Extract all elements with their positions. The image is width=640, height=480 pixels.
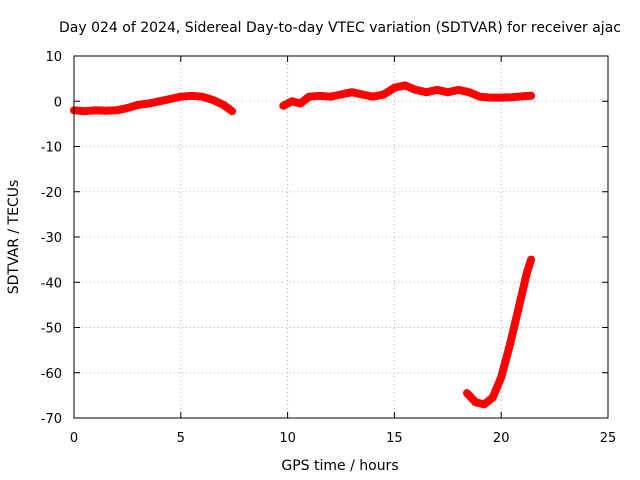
data-point	[487, 94, 494, 102]
data-point	[198, 93, 206, 101]
data-point	[358, 91, 366, 98]
data-point	[209, 96, 217, 104]
data-point	[188, 92, 195, 100]
data-point	[476, 93, 484, 101]
data-point	[279, 102, 287, 110]
x-tick-label: 25	[600, 431, 617, 446]
x-tick-label: 15	[386, 431, 403, 446]
data-point	[220, 101, 227, 109]
y-tick-label: 0	[54, 95, 62, 110]
data-point	[401, 81, 409, 89]
data-point	[91, 106, 99, 114]
data-point	[102, 107, 110, 115]
data-point	[296, 100, 304, 107]
grid-lines	[73, 55, 609, 419]
x-axis-label: GPS time / hours	[281, 458, 398, 474]
data-point	[506, 342, 514, 350]
data-point	[433, 86, 441, 94]
data-point	[166, 95, 174, 103]
chart-title: Day 024 of 2024, Sidereal Day-to-day VTE…	[59, 20, 621, 36]
data-point	[123, 104, 131, 112]
data-point	[113, 106, 121, 114]
data-point	[145, 100, 153, 107]
y-tick-label: 10	[45, 50, 62, 65]
data-point	[134, 101, 142, 109]
x-tick-label: 20	[493, 431, 510, 446]
data-point	[489, 394, 497, 402]
data-point	[527, 256, 535, 264]
data-point	[177, 93, 185, 101]
y-tick-label: -10	[41, 141, 62, 156]
data-point	[444, 88, 452, 96]
data-point	[369, 93, 377, 101]
y-axis-label: SDTVAR / TECUs	[6, 180, 22, 295]
x-tick-label: 0	[70, 431, 78, 446]
data-point	[326, 93, 334, 101]
data-point	[508, 93, 516, 101]
x-tick-label: 5	[177, 431, 185, 446]
data-point	[348, 88, 356, 96]
data-point	[455, 86, 462, 94]
data-point	[390, 84, 398, 92]
axis-ticks: 0 5 10 15 20 25 10 0 -10 -20 -30 -40 -50 -60 -70	[41, 50, 617, 446]
data-point	[523, 269, 531, 277]
series-line-segment-1	[70, 91, 237, 116]
y-tick-label: -60	[41, 367, 62, 382]
series-line-segment-3	[463, 255, 536, 409]
data-point	[480, 400, 488, 408]
data-point	[527, 92, 535, 100]
data-point	[519, 92, 527, 100]
data-point	[228, 107, 236, 115]
data-point	[337, 91, 345, 98]
data-point	[497, 94, 505, 102]
data-point	[472, 398, 480, 406]
data-point	[465, 88, 473, 96]
x-tick-label: 10	[279, 431, 296, 446]
data-point	[463, 389, 471, 397]
data-point	[514, 305, 522, 313]
data-point	[288, 97, 296, 105]
data-series	[70, 81, 536, 409]
data-point	[412, 86, 420, 94]
y-tick-label: -30	[41, 231, 62, 246]
data-point	[380, 91, 388, 98]
y-tick-label: -20	[41, 186, 62, 201]
data-point	[316, 92, 324, 100]
data-point	[422, 88, 430, 96]
data-point	[155, 97, 163, 105]
y-tick-label: -50	[41, 322, 62, 337]
data-point	[81, 107, 89, 115]
y-tick-label: -40	[41, 276, 62, 291]
y-tick-label: -70	[41, 412, 62, 427]
data-point	[497, 373, 505, 381]
data-point	[305, 93, 313, 101]
